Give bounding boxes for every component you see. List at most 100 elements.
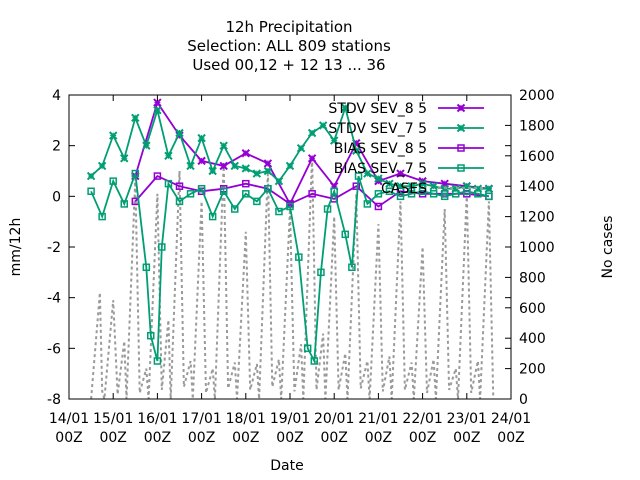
y2-axis: 0 200 400 600 800 1000 1200 1400 1600 1800 2000 <box>505 88 555 408</box>
data-point <box>363 169 372 178</box>
data-point <box>485 192 493 201</box>
legend-label: STDV SEV_7 5 <box>328 121 427 137</box>
data-point <box>274 176 284 186</box>
y-tick-label: 4 <box>52 88 61 104</box>
data-point <box>352 182 361 190</box>
data-point <box>310 357 319 365</box>
y2-tick-label: 400 <box>519 331 546 347</box>
x-tick-label-hour: 00Z <box>232 430 259 446</box>
data-point <box>242 190 250 198</box>
x-tick-label-hour: 00Z <box>320 430 347 446</box>
x-tick-label-hour: 00Z <box>188 430 215 446</box>
data-point <box>407 190 416 198</box>
data-point <box>354 172 363 180</box>
data-point <box>219 187 228 196</box>
data-point <box>142 141 151 150</box>
data-point <box>296 143 306 153</box>
data-point <box>374 190 383 198</box>
data-point <box>131 113 140 123</box>
series-line <box>90 173 490 365</box>
data-point <box>317 268 325 277</box>
data-point <box>474 190 482 198</box>
x-axis-label: Date <box>270 458 303 474</box>
data-point <box>323 205 332 213</box>
data-point <box>98 212 106 221</box>
x-tick-label-date: 22/01 <box>402 411 442 427</box>
data-point <box>197 184 206 193</box>
x-axis: 14/01 00Z 15/01 00Z 16/01 00Z 17/01 00Z 18/01 00Z… <box>49 95 531 446</box>
plot-area <box>86 98 495 400</box>
y2-tick-label: 0 <box>519 392 528 408</box>
data-point <box>352 146 361 155</box>
data-point <box>418 187 427 196</box>
data-point <box>440 192 449 201</box>
data-point <box>452 190 460 198</box>
data-point <box>252 169 262 178</box>
data-point <box>219 161 228 171</box>
x-tick-label-date: 21/01 <box>358 411 398 427</box>
data-point <box>407 181 416 191</box>
data-point <box>147 331 155 340</box>
data-point <box>242 179 250 188</box>
legend-label: CASES <box>381 181 427 197</box>
series-1 <box>86 103 494 193</box>
data-point <box>308 190 316 198</box>
y2-tick-label: 600 <box>519 301 546 317</box>
x-tick-label-hour: 00Z <box>55 430 82 446</box>
x-tick-label-date: 14/01 <box>49 411 89 427</box>
data-point <box>175 197 184 206</box>
data-point <box>120 200 128 208</box>
data-point <box>230 161 239 171</box>
data-point <box>86 171 96 181</box>
data-point <box>219 141 228 150</box>
data-point <box>285 161 295 171</box>
chart-title-line-3: Used 00,12 + 12 13 ... 36 <box>192 56 385 74</box>
data-point <box>385 187 394 196</box>
data-point <box>385 179 394 188</box>
data-point <box>295 253 303 261</box>
x-tick-label-date: 15/01 <box>93 411 133 427</box>
y-tick-label: -4 <box>47 291 61 307</box>
legend: STDV SEV_8 5 STDV SEV_7 5 BIAS SEV_8 5 BIAS… <box>328 101 484 197</box>
data-point <box>429 190 438 198</box>
y-tick-label: 2 <box>52 139 61 155</box>
legend-label: STDV SEV_8 5 <box>328 101 427 117</box>
data-point <box>348 263 356 272</box>
data-point <box>153 357 162 365</box>
data-point <box>186 190 195 198</box>
y2-tick-label: 200 <box>519 362 546 378</box>
x-tick-label-date: 23/01 <box>447 411 487 427</box>
x-tick-label-hour: 00Z <box>453 430 480 446</box>
data-point <box>484 184 494 193</box>
x-tick-label-date: 24/01 <box>491 411 531 427</box>
data-point <box>263 166 273 176</box>
data-point <box>341 230 349 239</box>
data-point <box>164 179 173 188</box>
x-tick-label-hour: 00Z <box>99 430 126 446</box>
data-point <box>153 105 162 115</box>
data-point <box>329 136 339 145</box>
chart-title-line-1: 12h Precipitation <box>225 18 352 36</box>
x-tick-label-hour: 00Z <box>365 430 392 446</box>
data-point <box>186 161 195 171</box>
y2-tick-label: 800 <box>519 270 546 286</box>
data-point <box>197 133 206 143</box>
data-point <box>264 184 272 193</box>
data-point <box>307 154 317 163</box>
x-tick-label-date: 20/01 <box>314 411 354 427</box>
data-point <box>263 159 273 168</box>
y-tick-label: -6 <box>47 341 61 357</box>
data-point <box>108 131 118 140</box>
data-point <box>363 200 372 208</box>
data-point <box>456 103 466 113</box>
x-tick-label-date: 16/01 <box>137 411 177 427</box>
data-point <box>208 166 217 176</box>
data-point <box>457 164 465 172</box>
x-tick-label-hour: 00Z <box>497 430 524 446</box>
data-point <box>418 179 427 188</box>
data-point <box>120 154 129 163</box>
data-point <box>109 177 117 185</box>
legend-label: BIAS SEV_7 5 <box>334 161 427 177</box>
data-point <box>275 207 283 216</box>
